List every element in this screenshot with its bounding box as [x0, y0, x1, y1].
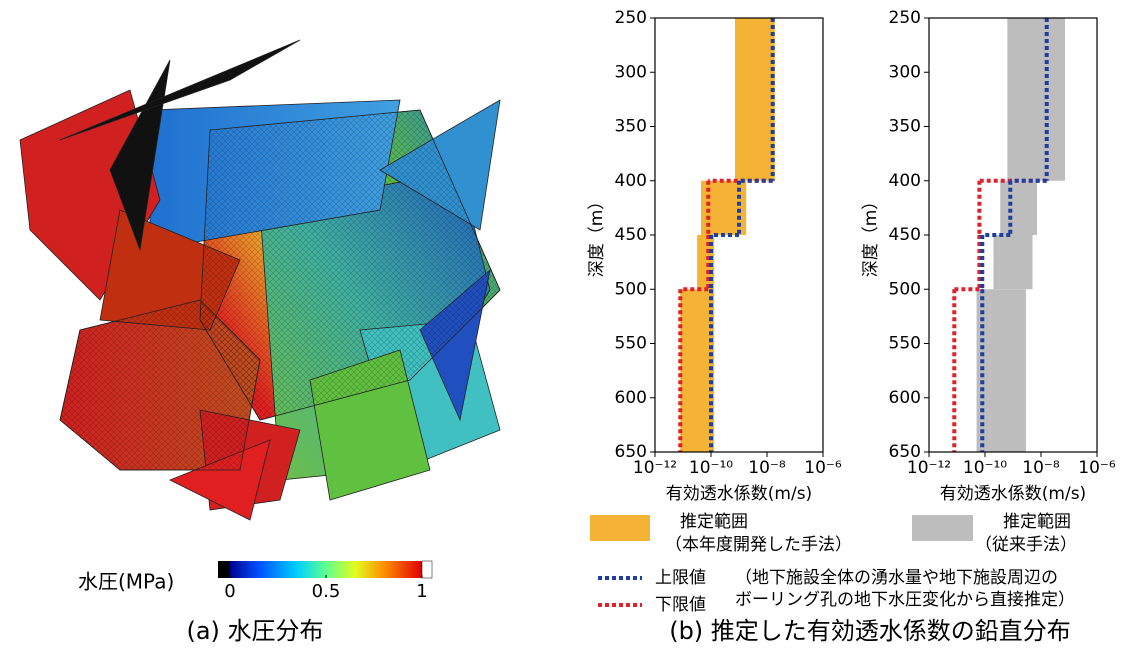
x-tick-label: 10⁻¹⁰: [963, 458, 1007, 478]
y-tick-label: 550: [615, 334, 647, 354]
colorbar-tick-label: 0.5: [312, 581, 341, 602]
y-tick-label: 250: [615, 8, 647, 28]
range-bar: [1000, 181, 1037, 235]
y-tick-label: 500: [615, 279, 647, 299]
colorbar-over: [422, 561, 432, 578]
x-tick-label: 10⁻¹⁰: [689, 458, 733, 478]
y-tick-label: 600: [889, 388, 921, 408]
colorbar-under: [218, 561, 230, 578]
range-bar: [735, 18, 775, 181]
y-tick-label: 350: [615, 117, 647, 137]
y-tick-label: 350: [889, 117, 921, 137]
y-axis-label: 深度（m）: [587, 193, 607, 278]
colorbar-tick-label: 0: [224, 581, 235, 602]
legend-note: （地下施設全体の湧水量や地下施設周辺の: [735, 568, 1058, 588]
y-tick-label: 500: [889, 279, 921, 299]
colorbar-label: 水圧(MPa): [78, 570, 174, 594]
x-tick-label: 10⁻¹²: [907, 458, 951, 478]
legend-swatch: [590, 515, 650, 541]
fracture-render: [20, 40, 500, 520]
legend-label: 下限値: [655, 595, 706, 615]
x-tick-label: 10⁻⁶: [804, 458, 842, 478]
y-tick-label: 600: [615, 388, 647, 408]
range-bar: [1007, 18, 1065, 181]
x-tick-label: 10⁻⁸: [748, 458, 786, 478]
y-tick-label: 300: [889, 62, 921, 82]
colorbar-tick-label: 1: [416, 581, 427, 602]
x-tick-label: 10⁻¹²: [633, 458, 677, 478]
legend-label: 上限値: [655, 568, 706, 588]
y-axis-label: 深度（m）: [861, 193, 881, 278]
y-tick-label: 550: [889, 334, 921, 354]
figure: 水圧(MPa) (a) 水圧分布 推定範囲 （本年度開発した手法） 推定範囲 （…: [0, 0, 1143, 650]
legend-label: （従来手法）: [975, 535, 1077, 555]
caption-a: (a) 水圧分布: [186, 617, 323, 645]
x-axis-label: 有効透水係数(m/s): [666, 484, 812, 504]
legend-note: ボーリング孔の地下水圧変化から直接推定）: [735, 590, 1075, 610]
x-tick-label: 10⁻⁸: [1022, 458, 1060, 478]
legend-label: （本年度開発した手法）: [665, 535, 852, 555]
y-tick-label: 300: [615, 62, 647, 82]
colorbar: [218, 561, 432, 578]
x-axis-label: 有効透水係数(m/s): [940, 484, 1086, 504]
caption-b: (b) 推定した有効透水係数の鉛直分布: [669, 617, 1071, 645]
range-bar: [993, 235, 1032, 289]
legend-swatch: [912, 515, 973, 541]
y-tick-label: 250: [889, 8, 921, 28]
legend-label: 推定範囲: [1003, 512, 1071, 532]
y-tick-label: 400: [889, 171, 921, 191]
x-tick-label: 10⁻⁶: [1078, 458, 1116, 478]
legend-label: 推定範囲: [680, 512, 748, 532]
y-tick-label: 450: [615, 225, 647, 245]
y-tick-label: 450: [889, 225, 921, 245]
y-tick-label: 400: [615, 171, 647, 191]
